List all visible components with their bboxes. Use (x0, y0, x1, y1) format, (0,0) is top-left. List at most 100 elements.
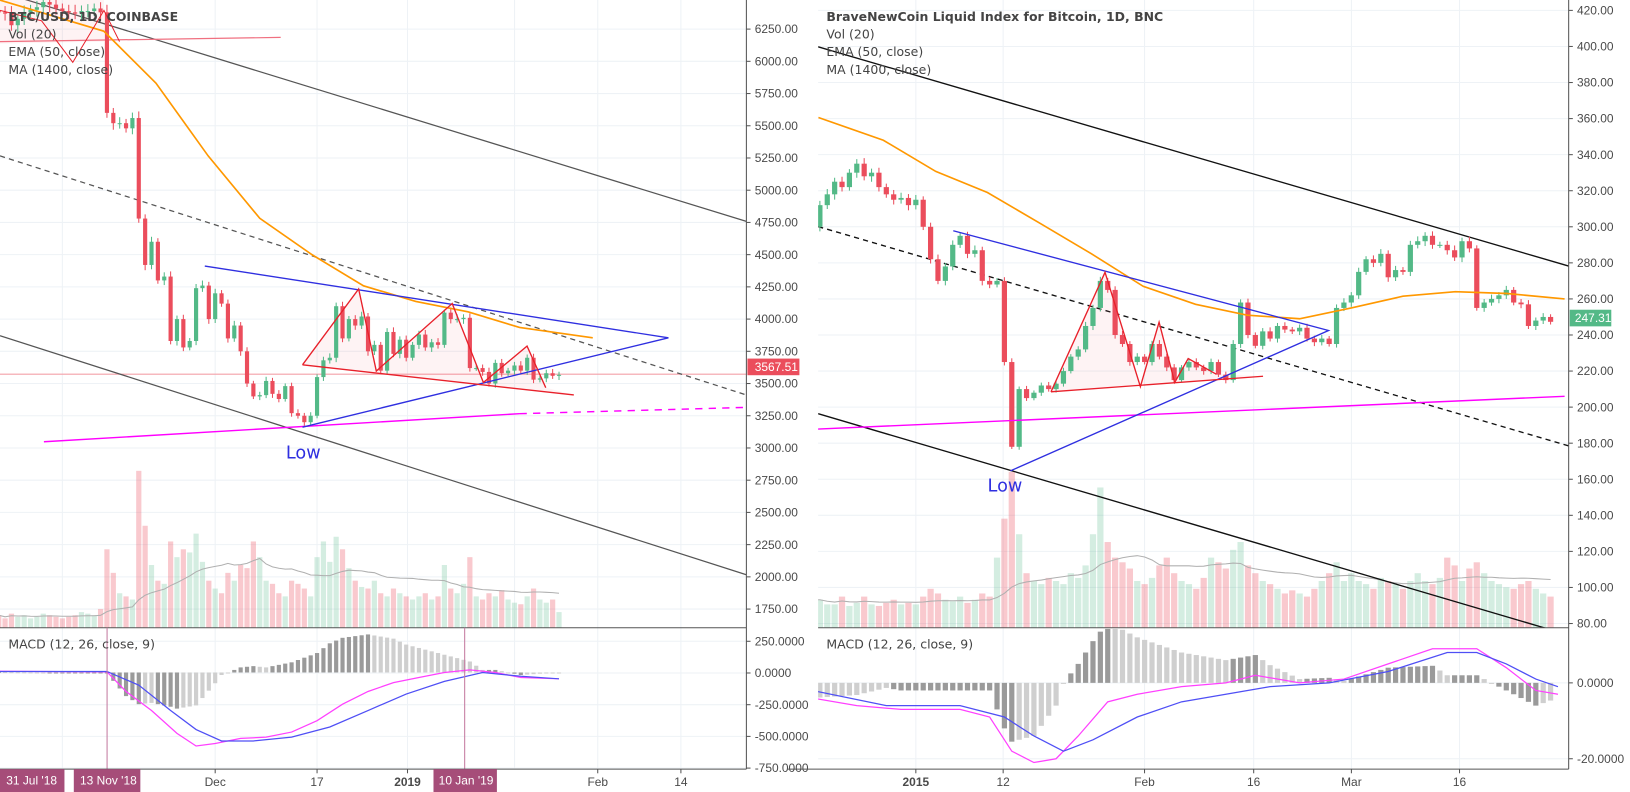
price-axis-label: 6000.00 (755, 54, 799, 68)
candle-body (1134, 356, 1140, 363)
candle-body (1053, 383, 1059, 390)
right-legend-vol[interactable]: Vol (20) (826, 26, 874, 41)
volume-bar (257, 557, 263, 628)
volume-bar (78, 612, 85, 628)
macd-histogram-bar (1407, 666, 1413, 683)
volume-bar (53, 616, 59, 628)
right-time-axis[interactable]: 2015 12 Feb 16 Mar 16 (903, 769, 1467, 789)
macd-histogram-bar (1156, 644, 1162, 683)
macd-histogram-bar (1488, 682, 1495, 684)
right-price-axis[interactable]: 420.00 400.00 380.00 360.00 340.00 320.00 300.… (1568, 4, 1614, 631)
candle-body (1075, 349, 1081, 357)
volume-bar (435, 596, 441, 628)
candle-body (550, 373, 555, 376)
volume-bar (1163, 557, 1170, 628)
price-axis-label: 360.00 (1577, 112, 1614, 126)
volume-bar (1421, 581, 1429, 628)
right-blue-triangle[interactable] (953, 230, 1331, 472)
candle-body (232, 325, 237, 339)
left-macd-axis[interactable]: 250.0000 0.0000 -250.0000 -500.0000 -750.000… (746, 634, 809, 775)
left-chart-panel[interactable]: Low 6250.00 6000.00 5750.00 5500.00 5250.00 5… (0, 0, 809, 792)
volume-bar (142, 525, 148, 628)
price-axis-label: 180.00 (1577, 436, 1614, 450)
volume-bar (34, 616, 40, 628)
right-chart-panel[interactable]: Low 420.00 400.00 380.00 360.00 340.00 320.00… (786, 0, 1625, 789)
macd-histogram-bar (1112, 628, 1118, 683)
macd-histogram-bar (927, 682, 934, 691)
candle-body (1193, 362, 1199, 368)
macd-histogram-bar (1444, 675, 1450, 683)
left-legend-ma[interactable]: MA (1400, close) (8, 62, 113, 77)
candle-body (824, 194, 830, 206)
macd-histogram-bar (28, 672, 33, 674)
candle-body (1164, 356, 1170, 368)
right-legend-macd[interactable]: MACD (12, 26, close, 9) (826, 637, 973, 652)
macd-histogram-bar (905, 682, 912, 691)
volume-bar (85, 613, 91, 628)
right-channel-bottom-line[interactable] (818, 413, 1569, 635)
left-channel-top-line[interactable] (0, 0, 747, 222)
left-legend-vol[interactable]: Vol (20) (8, 26, 56, 41)
right-legend-ma[interactable]: MA (1400, close) (826, 62, 931, 77)
macd-histogram-bar (353, 636, 358, 673)
macd-histogram-bar (1053, 682, 1059, 706)
macd-histogram-bar (818, 682, 823, 698)
candle-body (187, 340, 192, 348)
candle-body (416, 334, 422, 345)
candle-body (1297, 327, 1303, 332)
price-axis-label: 220.00 (1577, 364, 1614, 378)
left-time-axis[interactable]: Dec 17 2019 Feb 14 (205, 769, 688, 789)
volume-bar (104, 549, 110, 628)
volume-bar (193, 533, 199, 628)
macd-histogram-bar (41, 672, 46, 674)
macd-histogram-bar (1215, 658, 1222, 683)
volume-bar (454, 593, 460, 628)
left-red-zigzag[interactable] (301, 287, 547, 388)
macd-histogram-bar (1164, 647, 1170, 683)
macd-histogram-bar (397, 641, 402, 673)
candle-body (136, 118, 141, 219)
macd-histogram-bar (883, 682, 889, 688)
volume-bar (397, 593, 403, 628)
right-macd-axis[interactable]: 0.0000 -20.0000 (1568, 676, 1625, 766)
left-legend-macd[interactable]: MACD (12, 26, close, 9) (8, 637, 155, 652)
macd-histogram-bar (378, 636, 383, 673)
price-axis-label: 320.00 (1577, 184, 1614, 198)
volume-bar (15, 616, 21, 628)
candle-body (474, 368, 479, 370)
candle-body (0, 10, 1, 13)
volume-bar (486, 593, 492, 628)
macd-histogram-bar (53, 672, 59, 674)
right-channel-top-line[interactable] (818, 46, 1569, 267)
left-ma1400-line (43, 412, 520, 443)
macd-histogram-bar (1311, 678, 1317, 683)
volume-bar (868, 604, 875, 628)
candle-body (244, 351, 250, 384)
left-red-horizontal-line[interactable] (0, 36, 281, 43)
volume-bar (1547, 596, 1554, 628)
volume-bar (1399, 588, 1407, 628)
volume-bar (1008, 471, 1015, 628)
left-price-axis[interactable]: 6250.00 6000.00 5750.00 5500.00 5250.00 5000.… (746, 22, 798, 616)
price-axis-label: 380.00 (1577, 76, 1614, 90)
volume-bar (40, 613, 46, 628)
right-red-support-line[interactable] (1050, 375, 1264, 393)
candle-body (213, 293, 218, 320)
left-legend-title: BTC/USD, 1D, COINBASE (8, 9, 178, 24)
right-legend-ema[interactable]: EMA (50, close) (826, 44, 923, 59)
candle-body (972, 250, 978, 254)
left-red-zigzag-topleft[interactable] (0, 9, 121, 64)
candle-body (942, 266, 948, 281)
macd-axis-label: -500.0000 (755, 730, 809, 744)
macd-histogram-bar (1016, 682, 1022, 740)
left-red-support-line[interactable] (302, 364, 574, 396)
candle-body (1252, 334, 1258, 346)
right-red-zigzag[interactable] (1050, 270, 1217, 393)
left-legend-ema[interactable]: EMA (50, close) (8, 44, 105, 59)
candle-body (480, 368, 485, 372)
macd-histogram-bar (1481, 679, 1487, 683)
candle-body (920, 199, 926, 227)
left-channel-bottom-line[interactable] (0, 335, 747, 576)
volume-bar (1362, 584, 1370, 628)
